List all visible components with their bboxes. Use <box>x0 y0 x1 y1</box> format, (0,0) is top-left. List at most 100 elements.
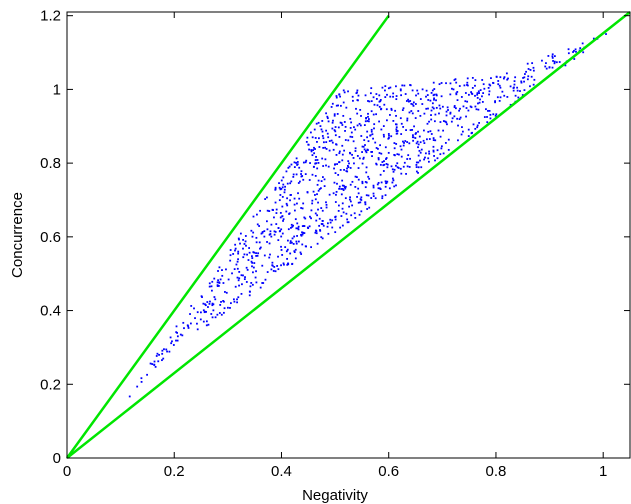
data-point <box>274 187 277 190</box>
data-point <box>280 228 283 231</box>
data-point <box>452 88 455 91</box>
data-point <box>373 127 375 130</box>
data-point <box>358 122 361 125</box>
data-point <box>449 93 452 96</box>
data-point <box>237 250 240 253</box>
data-point <box>368 206 371 209</box>
data-point <box>286 182 289 185</box>
data-point <box>349 200 352 203</box>
data-point <box>175 331 178 334</box>
data-point <box>216 285 219 287</box>
data-point <box>395 128 398 131</box>
data-point <box>392 92 395 95</box>
data-point <box>305 141 308 143</box>
data-point <box>345 106 348 109</box>
data-point <box>439 135 442 138</box>
data-point <box>273 230 276 233</box>
data-point <box>343 168 345 171</box>
data-point <box>385 108 388 111</box>
data-point <box>170 342 173 345</box>
data-point <box>524 73 526 75</box>
data-point <box>341 188 344 190</box>
data-point <box>432 139 435 141</box>
data-point <box>314 231 317 234</box>
data-point <box>482 92 485 94</box>
data-point <box>280 249 283 251</box>
data-point <box>417 154 420 157</box>
data-point <box>165 348 168 351</box>
data-point <box>428 138 431 140</box>
data-point <box>330 139 333 142</box>
data-point <box>337 126 340 129</box>
data-point <box>389 114 391 116</box>
data-point <box>471 76 474 79</box>
boundary-line-2 <box>66 11 631 459</box>
data-point <box>356 89 359 92</box>
data-point <box>351 95 354 98</box>
data-point <box>237 252 240 255</box>
data-point <box>475 108 478 111</box>
data-point <box>248 251 251 254</box>
data-point <box>553 62 556 65</box>
data-point <box>222 300 225 302</box>
data-point <box>300 170 303 173</box>
data-point <box>416 89 419 92</box>
data-point <box>339 95 342 98</box>
data-point <box>411 129 414 131</box>
data-point <box>328 149 331 152</box>
data-point <box>516 89 519 92</box>
data-point <box>282 176 285 179</box>
data-point <box>525 70 527 73</box>
data-point <box>153 364 156 366</box>
data-point <box>385 163 388 165</box>
data-point <box>277 255 279 258</box>
data-point <box>401 109 404 111</box>
data-point <box>410 102 413 105</box>
data-point <box>429 99 432 102</box>
data-point <box>425 95 427 98</box>
data-point <box>301 233 304 236</box>
data-point <box>384 146 387 149</box>
data-point <box>151 363 154 365</box>
data-point <box>481 95 483 98</box>
data-point <box>279 194 282 196</box>
data-point <box>486 116 488 118</box>
data-point <box>370 130 373 133</box>
data-point <box>431 102 434 105</box>
data-point <box>370 100 373 103</box>
data-point <box>456 91 459 93</box>
data-point <box>365 151 368 154</box>
data-point <box>334 201 337 203</box>
data-point <box>272 209 274 211</box>
data-point <box>325 129 328 132</box>
data-point <box>277 239 280 242</box>
data-point <box>310 149 313 151</box>
data-point <box>227 306 229 309</box>
data-point <box>412 134 414 137</box>
data-point <box>274 270 277 273</box>
data-point <box>290 194 292 196</box>
x-tick-label: 0.2 <box>164 463 185 480</box>
data-point <box>318 146 321 148</box>
data-point <box>253 262 256 264</box>
data-point <box>360 199 363 201</box>
data-point <box>444 142 447 144</box>
data-point <box>301 231 303 234</box>
data-point <box>328 140 331 142</box>
data-point <box>236 260 239 263</box>
data-point <box>356 124 359 127</box>
data-point <box>270 268 273 271</box>
data-point <box>266 209 269 212</box>
data-point <box>161 349 164 352</box>
data-point <box>347 90 349 93</box>
data-point <box>175 339 177 342</box>
data-point <box>526 78 529 81</box>
data-point <box>292 173 295 176</box>
data-point <box>488 109 491 112</box>
data-point <box>304 173 307 176</box>
data-point <box>220 313 223 316</box>
data-point <box>453 106 456 109</box>
data-point <box>236 267 239 270</box>
data-point <box>389 86 392 89</box>
